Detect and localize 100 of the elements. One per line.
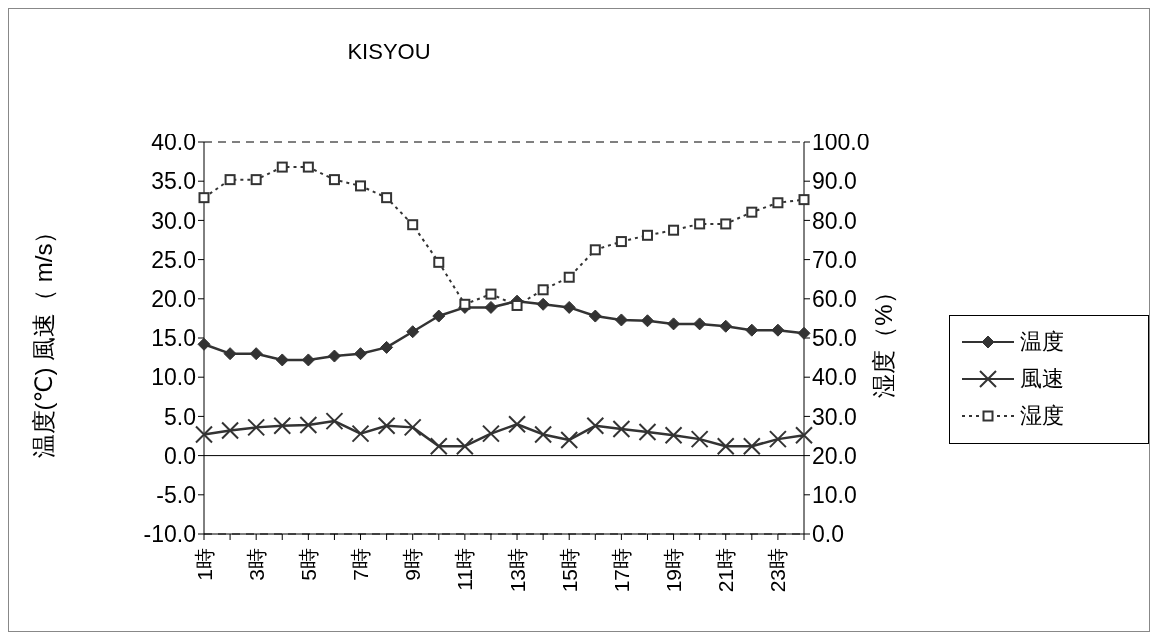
x-tick-label: 5時 (296, 548, 320, 581)
point (742, 437, 761, 456)
y2-tick-label: 60.0 (812, 285, 857, 312)
point (485, 288, 497, 300)
point (534, 425, 553, 444)
point (276, 161, 288, 173)
y-tick-label: -10.0 (143, 521, 196, 548)
point (589, 244, 601, 256)
point (612, 419, 631, 438)
y2-tick-label: 90.0 (812, 168, 857, 195)
point (563, 271, 575, 283)
point (716, 437, 735, 456)
point (720, 218, 732, 230)
point (247, 418, 266, 437)
y-tick-label: 40.0 (151, 129, 196, 156)
y2-tick-label: 50.0 (812, 325, 857, 352)
point (302, 161, 314, 173)
y-tick-label: -5.0 (156, 481, 196, 508)
point (407, 219, 419, 231)
point (377, 416, 396, 435)
point (746, 206, 758, 218)
point (664, 426, 683, 445)
point (768, 430, 787, 449)
point (328, 174, 340, 186)
x-tick-label: 15時 (557, 548, 581, 593)
x-tick-label: 13時 (505, 548, 529, 593)
chart-title: KISYOU (346, 39, 432, 65)
legend-label: 湿度 (1020, 402, 1064, 430)
point (249, 347, 263, 361)
point (562, 300, 576, 314)
y2-tick-label: 30.0 (812, 403, 857, 430)
point (403, 418, 422, 437)
x-tick-label: 19時 (662, 548, 686, 593)
y2-tick-label: 100.0 (812, 129, 870, 156)
point (537, 284, 549, 296)
point (459, 298, 471, 310)
point (351, 424, 370, 443)
point (614, 313, 628, 327)
point (455, 437, 474, 456)
x-tick-label: 17時 (609, 548, 633, 593)
y-tick-label: 0.0 (164, 442, 196, 469)
point (223, 347, 237, 361)
point (250, 174, 262, 186)
x-tick-label: 7時 (349, 548, 373, 581)
point (588, 309, 602, 323)
point (795, 426, 813, 445)
x-tick-label: 21時 (714, 548, 738, 593)
y-tick-label: 20.0 (151, 285, 196, 312)
legend-label: 風速 (1020, 365, 1064, 393)
point (638, 423, 657, 442)
point (690, 430, 709, 449)
y-tick-label: 35.0 (151, 168, 196, 195)
y2-tick-label: 0.0 (812, 521, 844, 548)
point (381, 192, 393, 204)
point (797, 326, 811, 340)
point (693, 317, 707, 331)
point (299, 416, 318, 435)
point (224, 174, 236, 186)
point (221, 421, 240, 440)
point (198, 192, 210, 204)
point (432, 309, 446, 323)
point (508, 415, 527, 434)
point (745, 323, 759, 337)
legend-label: 温度 (1020, 328, 1064, 356)
point (197, 337, 211, 351)
point (772, 197, 784, 209)
y-tick-label: 30.0 (151, 207, 196, 234)
point (273, 416, 292, 435)
point (275, 353, 289, 367)
x-tick-label: 3時 (244, 548, 268, 581)
point (586, 416, 605, 435)
point (668, 224, 680, 236)
point (615, 236, 627, 248)
point (433, 256, 445, 268)
point (641, 229, 653, 241)
point (667, 317, 681, 331)
point (380, 340, 394, 354)
point (771, 323, 785, 337)
point (429, 437, 448, 456)
x-tick-label: 1時 (192, 548, 216, 581)
y2-axis-title: 湿度（%） (869, 280, 898, 398)
point (511, 299, 523, 311)
point (694, 218, 706, 230)
point (301, 353, 315, 367)
y-tick-label: 10.0 (151, 364, 196, 391)
point (536, 297, 550, 311)
y2-tick-label: 70.0 (812, 246, 857, 273)
point (484, 300, 498, 314)
point (798, 194, 810, 206)
point (195, 425, 213, 444)
point (719, 319, 733, 333)
x-tick-label: 11時 (453, 548, 477, 591)
point (406, 325, 420, 339)
point (560, 430, 579, 449)
y2-tick-label: 80.0 (812, 207, 857, 234)
point (355, 180, 367, 192)
point (327, 349, 341, 363)
y-tick-label: 5.0 (164, 403, 196, 430)
y-tick-label: 25.0 (151, 246, 196, 273)
point (325, 412, 344, 431)
